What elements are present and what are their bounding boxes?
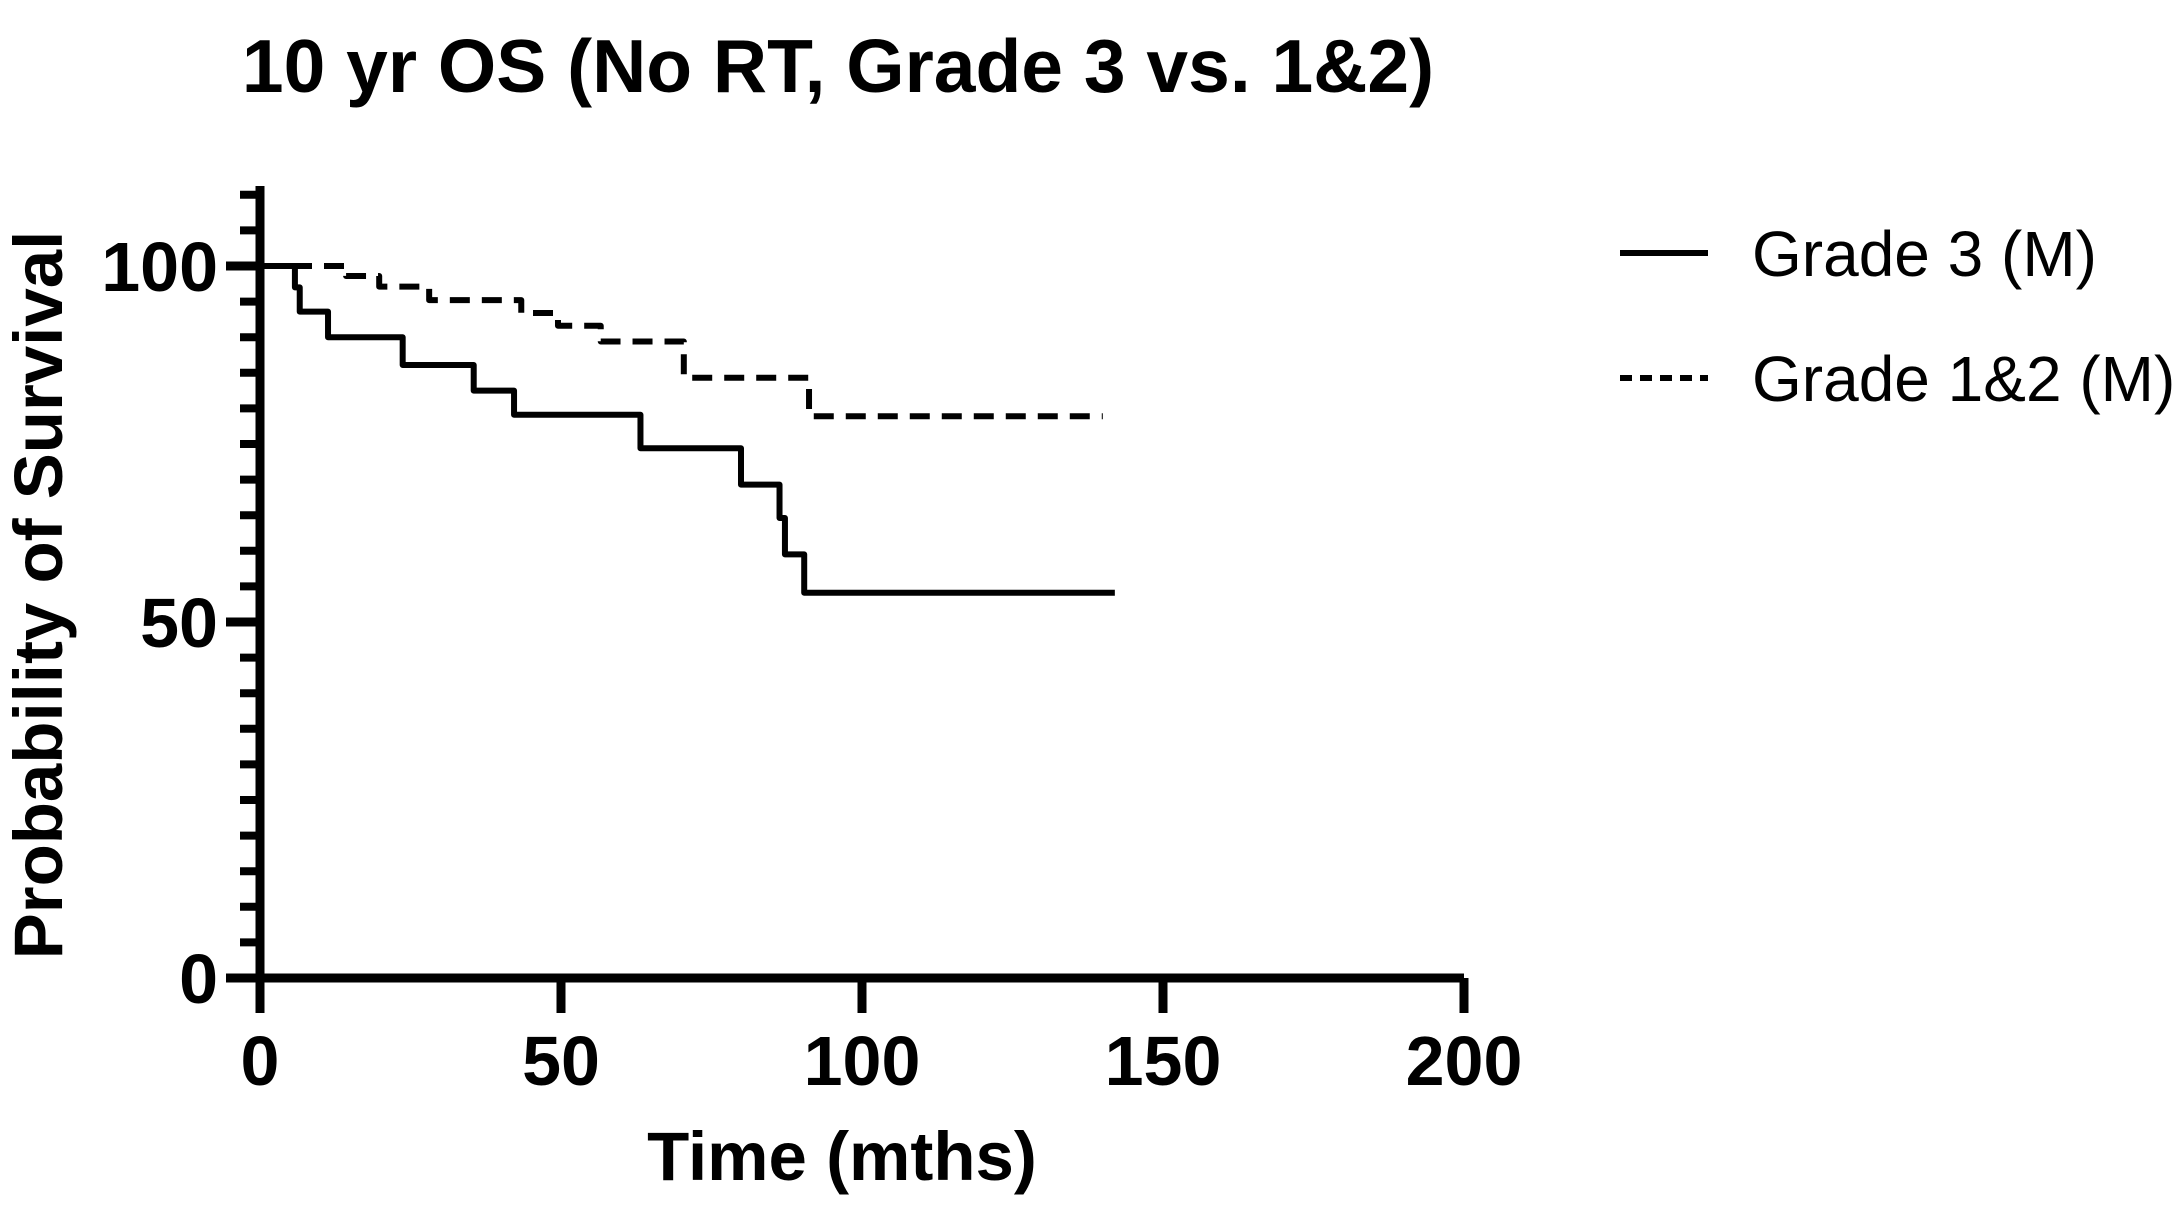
x-tick-label: 100 — [804, 1022, 921, 1100]
y-axis-title: Probability of Survival — [0, 231, 77, 960]
x-tick-label: 150 — [1105, 1022, 1222, 1100]
survival-curves — [260, 263, 1115, 596]
x-axis-title: Time (mths) — [647, 1118, 1037, 1195]
legend-label-grade12: Grade 1&2 (M) — [1752, 343, 2175, 415]
legend: Grade 3 (M) Grade 1&2 (M) — [1620, 218, 2175, 415]
y-axis-tick-labels: 0 50 100 — [101, 228, 218, 1018]
legend-label-grade3: Grade 3 (M) — [1752, 218, 2097, 290]
chart-title: 10 yr OS (No RT, Grade 3 vs. 1&2) — [242, 24, 1434, 108]
y-tick-label: 0 — [179, 940, 218, 1018]
survival-curve-grade3 — [260, 263, 1115, 596]
survival-curve-grade12 — [260, 263, 1103, 420]
x-tick-label: 50 — [522, 1022, 600, 1100]
x-tick-label: 0 — [241, 1022, 280, 1100]
y-axis-ticks — [226, 190, 260, 983]
y-tick-label: 50 — [140, 584, 218, 662]
x-axis-ticks — [255, 978, 1469, 1013]
x-axis-tick-labels: 0 50 100 150 200 — [241, 1022, 1523, 1100]
x-tick-label: 200 — [1406, 1022, 1523, 1100]
axes — [226, 186, 1464, 1013]
y-tick-label: 100 — [101, 228, 218, 306]
